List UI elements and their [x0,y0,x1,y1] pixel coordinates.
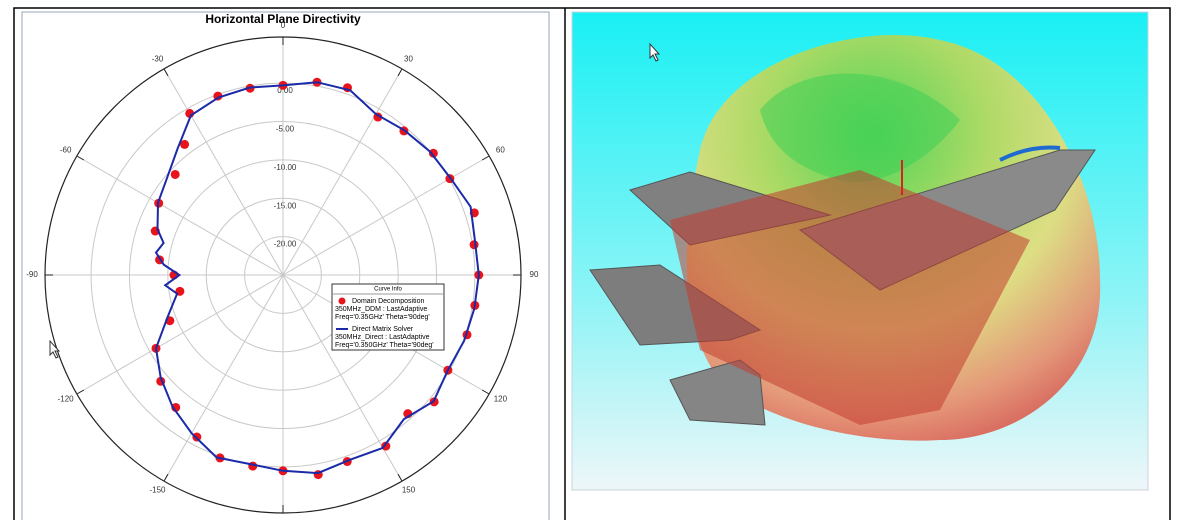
polar-plot: 0.00 -5.00 -10.00 -15.00 -20.00 0 30 60 90 120 150… [26,21,539,520]
theta-tick-label: 60 [496,146,505,155]
theta-tick-label: 150 [402,486,416,495]
cursor [49,339,61,359]
theta-tick-label: 0 [281,21,286,30]
legend-detail: Freq='0.350GHz' Theta='90deg' [335,342,434,349]
theta-tick [397,473,403,482]
theta-tick [481,389,490,395]
theta-tick [76,155,85,161]
theta-tick [397,68,403,77]
chart-title: Horizontal Plane Directivity [205,12,361,26]
theta-tick [163,68,169,77]
legend-detail: Freq='0.35GHz' Theta='90deg' [335,314,430,321]
theta-tick-label: 90 [530,270,539,279]
legend-detail: 350MHz_Direct : LastAdaptive [335,334,430,341]
theta-tick-label: -30 [152,54,164,63]
r-tick-label: 0.00 [277,86,293,95]
data-point [170,169,180,179]
render-3d [571,11,1149,491]
grid-spoke [76,274,284,395]
legend-detail: 350MHz_DDM : LastAdaptive [335,306,427,313]
grid-spoke [282,155,490,276]
legend-title: Curve Info [374,287,402,293]
tail-fin [669,359,766,426]
theta-tick-label: -150 [149,486,166,495]
r-tick-label: -10.00 [274,163,297,172]
nose-highlight [999,145,1061,162]
legend-label: Domain Decomposition [352,298,424,305]
data-point [180,139,190,149]
theta-tick [76,389,85,395]
theta-tick [481,155,490,161]
r-tick-label: -5.00 [276,125,295,134]
legend-swatch [338,297,346,305]
theta-tick-label: 30 [404,54,413,63]
r-tick-label: -15.00 [274,201,297,210]
theta-tick-label: -60 [60,146,72,155]
data-point [428,148,438,158]
grid-spoke [163,68,284,276]
grid-spoke [282,68,403,276]
legend-box [331,283,445,351]
series-line [154,81,480,475]
lobe-top [760,73,960,182]
cursor [649,42,661,62]
wing-surface [670,170,1030,425]
grid-spoke [76,155,284,276]
grid-spoke [163,274,284,482]
theta-tick-label: 120 [494,395,508,404]
legend-label: Direct Matrix Solver [352,326,414,333]
theta-tick-label: -120 [58,395,75,404]
r-tick-label: -20.00 [274,240,297,249]
table-border [13,7,1171,520]
theta-tick-label: -90 [26,270,38,279]
plot-frame [21,11,550,520]
theta-tick [163,473,169,482]
